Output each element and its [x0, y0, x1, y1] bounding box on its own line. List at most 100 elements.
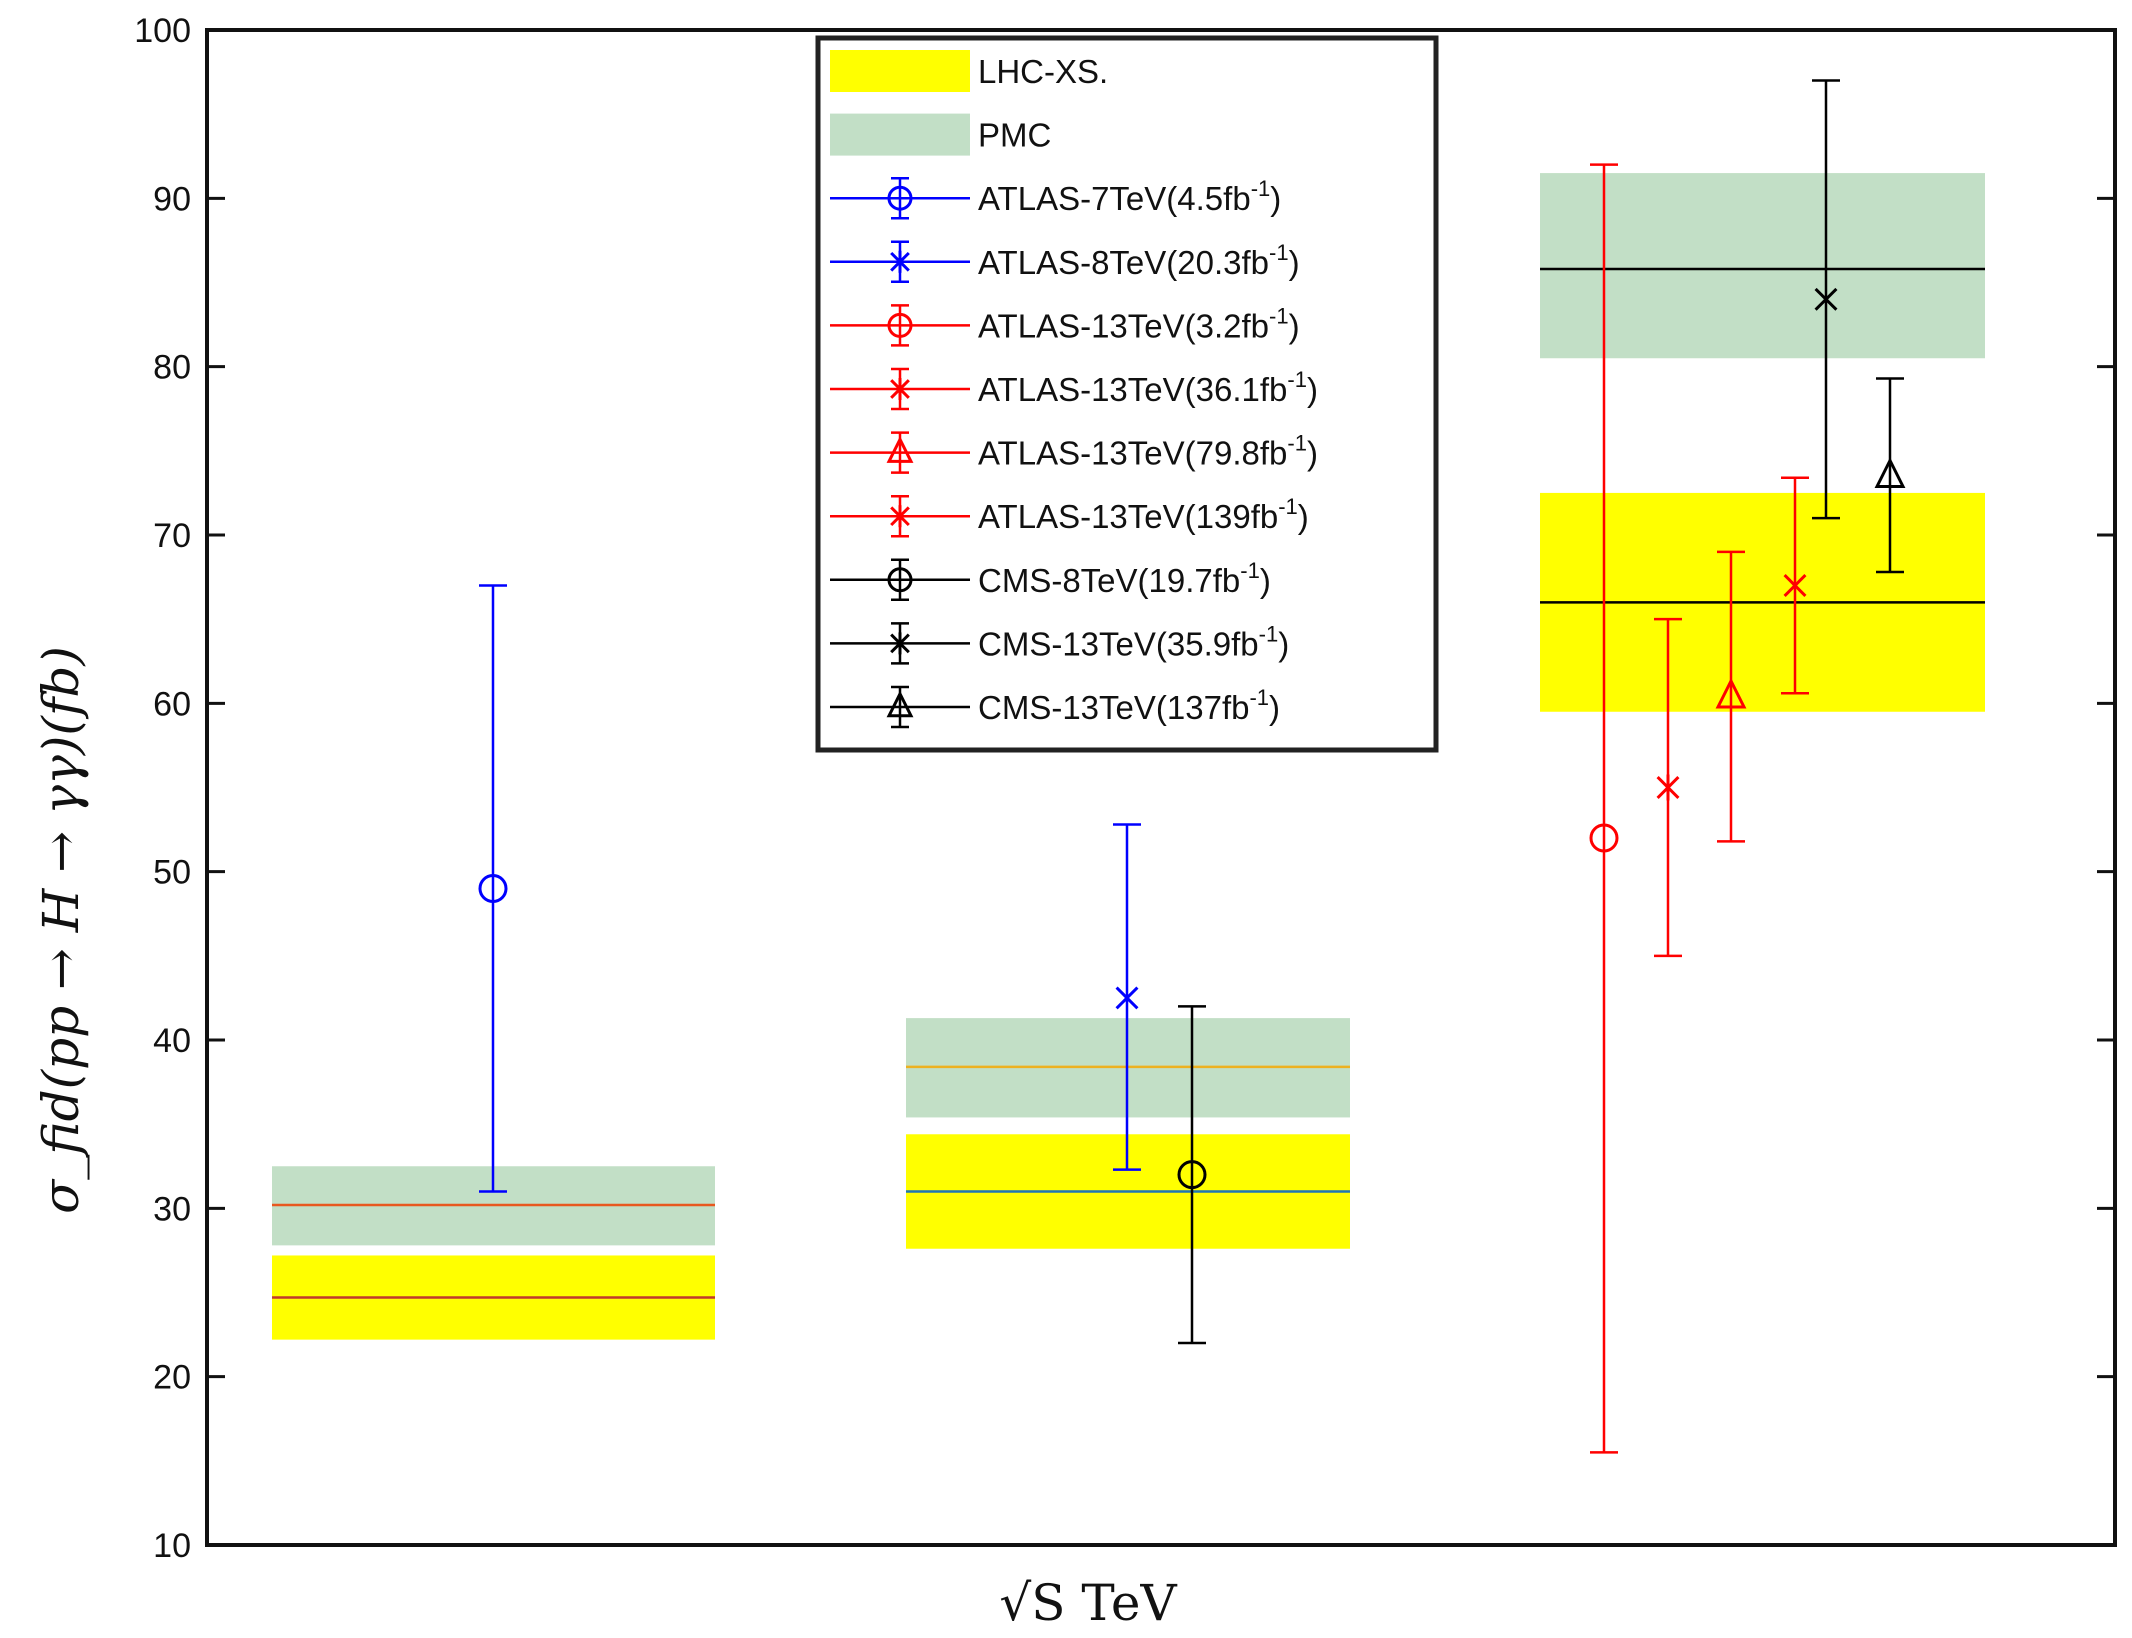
marker-circle — [1177, 1160, 1207, 1190]
marker-circle — [887, 185, 913, 211]
marker-x — [1783, 574, 1807, 597]
y-tick-label: 100 — [134, 12, 191, 50]
marker-asterisk — [890, 505, 910, 528]
legend-label-tail: ) — [1289, 307, 1300, 344]
legend-label: ATLAS-13TeV(3.2fb-1) — [978, 303, 1300, 344]
y-tick-label: 90 — [153, 180, 191, 218]
errorbar-atlas-13tev-139 — [1781, 476, 1809, 695]
legend-label-tail: ) — [1278, 625, 1289, 662]
legend-label-superscript: -1 — [1269, 303, 1289, 328]
legend-label: CMS-13TeV(35.9fb-1) — [978, 621, 1289, 662]
marker-circle — [887, 567, 913, 593]
errorbar-atlas-8tev-20-3 — [1113, 823, 1141, 1171]
legend-entry: ATLAS-13TeV(36.1fb-1) — [830, 367, 1318, 411]
legend-label: ATLAS-13TeV(36.1fb-1) — [978, 367, 1318, 408]
legend: LHC-XS. PMC ATLAS-7TeV(4.5fb-1) ATLAS-8TeV(… — [815, 35, 1439, 753]
y-tick-label: 40 — [153, 1022, 191, 1060]
legend-label-tail: ) — [1298, 498, 1309, 535]
legend-entry: LHC-XS. — [830, 50, 1108, 92]
x-axis-title: √S TeV — [999, 1574, 1177, 1632]
legend-entry: PMC — [830, 113, 1051, 156]
marker-circle — [887, 185, 913, 211]
y-tick-label: 80 — [153, 349, 191, 387]
errorbar-cms-13tev-35-9 — [1812, 79, 1840, 520]
legend-label: ATLAS-8TeV(20.3fb-1) — [978, 240, 1300, 281]
legend-label-superscript: -1 — [1278, 494, 1298, 519]
marker-triangle — [1715, 677, 1747, 709]
legend-label: CMS-8TeV(19.7fb-1) — [978, 558, 1271, 599]
legend-entry: CMS-13TeV(35.9fb-1) — [830, 621, 1289, 665]
legend-entry: ATLAS-8TeV(20.3fb-1) — [830, 240, 1300, 284]
legend-label-tail: ) — [1260, 562, 1271, 599]
marker-x — [1115, 986, 1139, 1010]
legend-label-superscript: -1 — [1251, 176, 1271, 201]
marker-x — [1814, 287, 1838, 311]
axes-layer: 10 20 30 40 50 60 70 80 90 100 — [134, 12, 2117, 1565]
marker-circle — [478, 874, 508, 903]
y-tick-label: 20 — [153, 1359, 191, 1397]
legend-entry: CMS-8TeV(19.7fb-1) — [830, 558, 1271, 602]
legend-entry: ATLAS-13TeV(3.2fb-1) — [830, 303, 1300, 347]
marker-triangle — [1715, 677, 1747, 709]
series-layer — [478, 79, 1906, 1454]
marker-asterisk — [890, 250, 910, 273]
marker-circle — [478, 874, 508, 903]
legend-entry: CMS-13TeV(137fb-1) — [830, 685, 1280, 729]
marker-stroke — [1783, 574, 1807, 597]
legend-label-tail: ) — [1270, 180, 1281, 217]
legend-label-superscript: -1 — [1287, 367, 1307, 392]
errorbar-atlas-13tev-79-8 — [1715, 550, 1747, 843]
marker-circle — [887, 567, 913, 593]
y-tick-label: 70 — [153, 517, 191, 555]
legend-label-tail: ) — [1269, 689, 1280, 726]
errorbar-atlas-7tev-4-5 — [478, 584, 508, 1193]
legend-swatch — [830, 50, 970, 92]
y-tick-label: 60 — [153, 685, 191, 723]
legend-label: PMC — [978, 117, 1051, 154]
legend-label-superscript: -1 — [1249, 685, 1269, 710]
plot-frame — [205, 28, 2117, 1547]
marker-circle — [1177, 1160, 1207, 1190]
legend-entry: ATLAS-13TeV(79.8fb-1) — [830, 431, 1318, 474]
legend-entry: ATLAS-7TeV(4.5fb-1) — [830, 176, 1281, 220]
y-tick-label: 30 — [153, 1190, 191, 1228]
legend-label: ATLAS-13TeV(139fb-1) — [978, 494, 1309, 535]
marker-asterisk — [890, 632, 910, 655]
y-tick-label: 10 — [153, 1527, 191, 1565]
errorbar-cms-13tev-137 — [1874, 377, 1906, 574]
marker-stroke — [1115, 986, 1139, 1010]
legend-label: ATLAS-7TeV(4.5fb-1) — [978, 176, 1281, 217]
marker-asterisk — [1656, 774, 1680, 801]
marker-stroke — [890, 251, 910, 272]
marker-stroke — [1656, 776, 1680, 799]
legend-label: LHC-XS. — [978, 53, 1108, 90]
legend-entry: ATLAS-13TeV(139fb-1) — [830, 494, 1309, 538]
marker-stroke — [890, 379, 910, 399]
legend-label-superscript: -1 — [1259, 621, 1279, 646]
legend-label-tail: ) — [1307, 371, 1318, 408]
marker-stroke — [890, 633, 910, 654]
errorbar-atlas-13tev-36-1 — [1654, 617, 1682, 958]
marker-asterisk — [890, 378, 910, 400]
y-axis-title: σ_fid(pp → H → γγ)(fb) — [32, 646, 90, 1214]
legend-label-superscript: -1 — [1287, 431, 1307, 456]
errorbar-atlas-13tev-3-2 — [1589, 163, 1619, 1454]
marker-stroke — [1814, 287, 1838, 311]
y-tick-label: 50 — [153, 854, 191, 892]
legend-label-superscript: -1 — [1269, 240, 1289, 265]
errorbar-cms-8tev-19-7 — [1177, 1005, 1207, 1345]
marker-circle — [887, 312, 913, 338]
legend-label-tail: ) — [1289, 244, 1300, 281]
marker-stroke — [890, 506, 910, 527]
legend-label: CMS-13TeV(137fb-1) — [978, 685, 1280, 726]
marker-circle — [887, 312, 913, 338]
legend-swatch — [830, 113, 970, 156]
marker-circle — [1589, 823, 1619, 853]
legend-box — [815, 35, 1439, 753]
band-pmc — [1540, 173, 1985, 359]
marker-circle — [1589, 823, 1619, 853]
marker-triangle — [886, 690, 914, 718]
legend-label-superscript: -1 — [1240, 558, 1260, 583]
marker-triangle — [1874, 457, 1906, 488]
